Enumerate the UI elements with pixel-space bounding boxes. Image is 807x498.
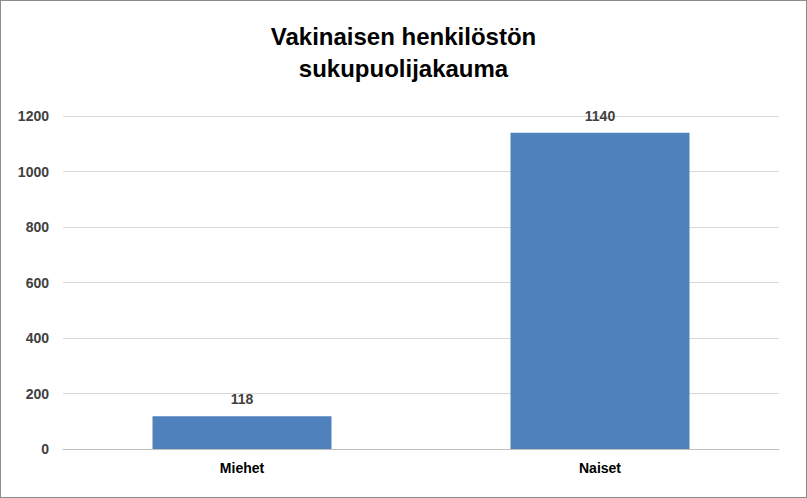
svg-text:600: 600 <box>26 275 50 291</box>
svg-text:sukupuolijakauma: sukupuolijakauma <box>299 55 509 82</box>
svg-text:118: 118 <box>231 391 254 407</box>
svg-text:1000: 1000 <box>18 164 49 180</box>
svg-text:1140: 1140 <box>585 108 616 124</box>
svg-text:800: 800 <box>26 219 50 235</box>
svg-text:400: 400 <box>26 330 50 346</box>
svg-text:1200: 1200 <box>18 108 49 124</box>
svg-text:Naiset: Naiset <box>579 460 621 476</box>
svg-text:0: 0 <box>41 441 49 457</box>
svg-text:Miehet: Miehet <box>220 460 265 476</box>
svg-text:200: 200 <box>26 386 50 402</box>
svg-text:Vakinaisen henkilöstön: Vakinaisen henkilöstön <box>271 23 536 50</box>
